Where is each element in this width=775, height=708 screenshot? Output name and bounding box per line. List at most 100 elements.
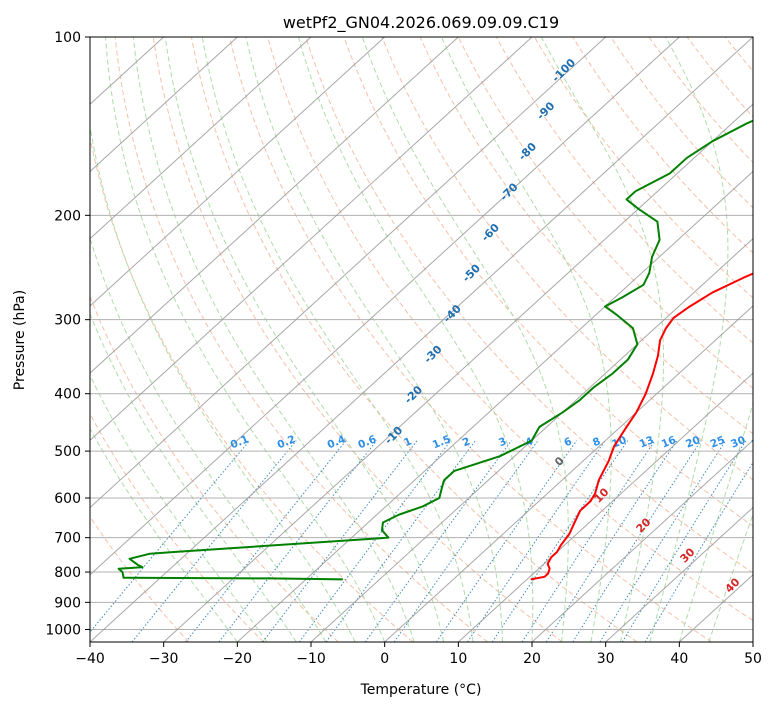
isotherm-line <box>605 506 753 642</box>
dry-adiabat-line <box>610 37 753 209</box>
mixing-ratio-line <box>185 440 347 642</box>
y-axis-ticks: 100 200 300 400 500 600 700 800 900 1000 <box>45 30 90 638</box>
y-tick-label: 300 <box>54 313 81 329</box>
dry-adiabat-line <box>343 37 753 527</box>
moist-adiabat-line <box>678 401 753 642</box>
isotherms <box>90 37 753 642</box>
dry-adiabat-line <box>457 37 753 389</box>
isotherm-line <box>163 103 753 642</box>
moist-adiabat-line <box>649 37 729 642</box>
dry-adiabat-line <box>495 37 753 344</box>
mixing-ratio-label: 25 <box>709 434 727 451</box>
x-tick-label: −40 <box>75 651 105 667</box>
isotherm-line <box>90 37 680 576</box>
moist-adiabat-line <box>90 427 238 642</box>
moist-adiabat-line <box>164 37 445 642</box>
moist-adiabat-line <box>132 37 415 642</box>
dry-adiabat-line <box>114 37 488 642</box>
dewpoint-profile-line <box>117 119 753 581</box>
moist-adiabat-line <box>90 312 297 642</box>
mixing-ratio-line <box>545 440 678 642</box>
moist-adiabat-line <box>90 374 268 642</box>
moist-adiabat-line <box>361 37 569 642</box>
y-tick-label: 1000 <box>45 622 81 638</box>
pressure-gridlines <box>90 37 753 630</box>
x-tick-label: −30 <box>149 651 179 667</box>
moist-adiabat-line <box>201 37 474 642</box>
mixing-ratio-line <box>436 440 578 642</box>
mixing-ratio-line <box>393 440 539 642</box>
mixing-ratio-line <box>90 440 250 633</box>
y-tick-label: 900 <box>54 595 81 611</box>
isotherm-line <box>310 237 753 642</box>
y-tick-label: 700 <box>54 531 81 547</box>
isotherm-line <box>90 37 312 240</box>
mixing-ratio-label: 2 <box>461 435 472 449</box>
x-tick-label: 0 <box>380 651 389 667</box>
isotherm-line <box>90 37 238 173</box>
x-tick-label: −10 <box>296 651 326 667</box>
isotherm-line <box>90 37 386 307</box>
mixing-ratio-label: 13 <box>638 434 656 451</box>
moist-adiabats <box>90 37 753 642</box>
x-axis-label: Temperature (°C) <box>360 682 482 698</box>
x-tick-label: 10 <box>449 651 467 667</box>
y-tick-label: 100 <box>54 30 81 46</box>
y-tick-label: 600 <box>54 491 81 507</box>
moist-adiabat-line <box>441 37 612 642</box>
dry-adiabat-line <box>90 515 190 642</box>
moist-adiabat-line <box>245 37 504 642</box>
mixing-ratio-line <box>572 440 702 642</box>
mixing-ratio-label: 1 <box>402 435 413 449</box>
mixing-ratio-label: 30 <box>729 434 747 451</box>
profile-lines <box>117 119 753 581</box>
y-tick-label: 500 <box>54 444 81 460</box>
mixing-ratio-line <box>218 440 378 642</box>
chart-title: wetPf2_GN04.2026.069.09.09.C19 <box>283 13 559 33</box>
mixing-ratio-label: 36 <box>750 434 768 451</box>
dry-adiabat-line <box>381 37 753 481</box>
isotherm-line <box>531 439 753 642</box>
dry-adiabat-line <box>648 37 753 164</box>
mixing-ratio-line <box>644 461 753 642</box>
x-axis-ticks: −40 −30 −20 −10 0 10 20 30 40 50 <box>75 642 762 667</box>
dry-adiabat-line <box>534 37 753 299</box>
y-tick-label: 200 <box>54 208 81 224</box>
temperature-profile-line <box>530 272 753 581</box>
y-tick-label: 800 <box>54 565 81 581</box>
moist-adiabat-line <box>297 37 534 642</box>
moist-adiabat-line <box>540 37 665 642</box>
mixing-ratio-label: 6 <box>562 435 573 449</box>
mixing-ratio-line <box>364 440 512 642</box>
isotherm-line <box>90 37 459 374</box>
isotherm-line <box>90 37 753 642</box>
dry-adiabat-line <box>305 37 753 574</box>
moist-adiabat-line <box>708 513 753 642</box>
mixing-ratio-line <box>521 440 656 642</box>
dry-adiabat-line <box>90 295 339 642</box>
dry-adiabat-line <box>267 37 753 622</box>
plot-frame <box>89 36 754 643</box>
moist-adiabat-line <box>90 123 356 642</box>
x-tick-label: 40 <box>670 651 688 667</box>
mixing-ratio-label: 8 <box>591 435 602 449</box>
dry-adiabat-line <box>190 37 638 642</box>
dry-adiabat-line <box>229 37 713 642</box>
y-axis-label: Pressure (hPa) <box>12 290 28 390</box>
mixing-ratio-line <box>131 440 297 642</box>
isotherm-line <box>90 37 533 442</box>
isotherm-line <box>90 37 607 509</box>
mixing-ratio-label: 16 <box>660 434 678 451</box>
moist-adiabat-line <box>90 236 327 642</box>
mixing-ratio-line <box>599 440 727 642</box>
x-tick-label: 50 <box>744 651 762 667</box>
mixing-ratio-label: 3 <box>497 435 508 449</box>
y-tick-label: 400 <box>54 387 81 403</box>
x-tick-label: 30 <box>597 651 615 667</box>
x-tick-label: 20 <box>523 651 541 667</box>
mixing-ratio-label: 20 <box>684 434 702 451</box>
x-tick-label: −20 <box>223 651 253 667</box>
isotherm-line <box>384 305 753 642</box>
